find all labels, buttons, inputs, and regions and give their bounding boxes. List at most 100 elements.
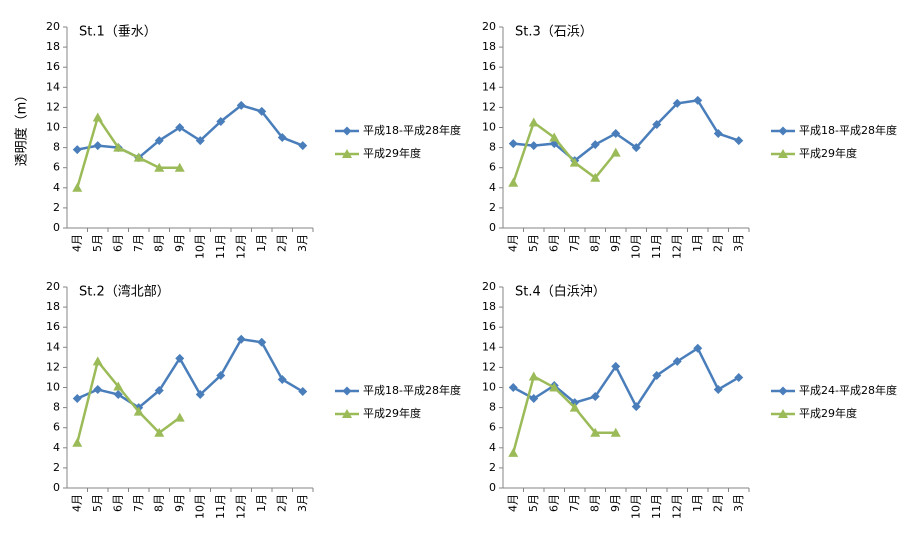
- series-line: [512, 374, 616, 454]
- x-tick-label: 6月: [547, 494, 560, 512]
- diamond-marker: [590, 392, 600, 402]
- x-tick-label: 10月: [193, 494, 206, 519]
- y-tick-label: 4: [489, 441, 496, 454]
- y-tick-label: 16: [46, 60, 60, 73]
- x-tick-label: 7月: [568, 234, 581, 252]
- x-tick-label: 3月: [296, 494, 309, 512]
- y-axis-label: 透明度（m）: [14, 89, 30, 167]
- diamond-marker: [216, 116, 226, 126]
- diamond-marker: [154, 136, 164, 146]
- diamond-marker: [195, 390, 205, 400]
- x-tick-label: 2月: [711, 494, 724, 512]
- triangle-marker: [174, 162, 185, 172]
- y-tick-label: 10: [46, 381, 60, 394]
- diamond-marker: [778, 386, 788, 396]
- diamond-marker: [693, 95, 703, 105]
- y-tick-label: 14: [482, 80, 496, 93]
- diamond-marker: [713, 385, 723, 395]
- x-tick-label: 6月: [547, 234, 560, 252]
- diamond-marker: [216, 370, 226, 380]
- x-tick-label: 11月: [650, 494, 663, 519]
- x-tick-label: 2月: [275, 234, 288, 252]
- series-line: [513, 99, 740, 163]
- y-tick-label: 2: [53, 201, 60, 214]
- y-tick-label: 12: [46, 360, 60, 373]
- x-tick-label: 3月: [732, 234, 745, 252]
- x-tick-label: 3月: [732, 494, 745, 512]
- triangle-marker: [174, 412, 185, 422]
- triangle-marker: [113, 381, 124, 391]
- x-tick-label: 4月: [70, 494, 83, 512]
- diamond-marker: [175, 353, 185, 363]
- y-tick-label: 20: [46, 20, 60, 33]
- chart-title: St.1（垂水）: [79, 25, 157, 40]
- y-tick-label: 16: [46, 320, 60, 333]
- series-line: [76, 337, 304, 410]
- x-tick-label: 4月: [506, 234, 519, 252]
- x-tick-label: 10月: [629, 234, 642, 259]
- diamond-marker: [631, 402, 641, 412]
- diamond-marker: [672, 356, 682, 366]
- x-tick-label: 12月: [234, 234, 247, 259]
- x-tick-label: 7月: [568, 494, 581, 512]
- diamond-marker: [93, 141, 103, 151]
- diamond-marker: [236, 334, 246, 344]
- y-tick-label: 8: [53, 401, 60, 414]
- diamond-marker: [298, 387, 308, 397]
- x-tick-label: 8月: [588, 494, 601, 512]
- diamond-marker: [631, 143, 641, 153]
- x-tick-label: 9月: [609, 234, 622, 252]
- diamond-marker: [734, 372, 744, 382]
- y-tick-label: 4: [53, 441, 60, 454]
- diamond-marker: [175, 123, 185, 132]
- diamond-marker: [72, 394, 82, 404]
- diamond-marker: [342, 386, 352, 396]
- x-tick-label: 6月: [111, 234, 124, 252]
- triangle-marker: [154, 162, 165, 172]
- y-tick-label: 18: [482, 40, 496, 53]
- diamond-marker: [257, 106, 267, 116]
- diamond-marker: [713, 129, 723, 139]
- chart: 0 2 4 6 8 10 12 14 16 18 20 4月 5月 6月 7月 8月 9月 10月 11月 12月 1月…: [46, 280, 461, 519]
- legend-label: 平成29年度: [363, 146, 421, 160]
- y-tick-label: 14: [482, 340, 496, 353]
- triangle-marker: [508, 447, 519, 457]
- diamond-marker: [508, 383, 518, 392]
- legend-label: 平成29年度: [363, 406, 421, 420]
- diamond-marker: [529, 394, 539, 404]
- y-tick-label: 4: [53, 181, 60, 194]
- x-tick-label: 2月: [711, 234, 724, 252]
- x-tick-label: 1月: [255, 494, 268, 512]
- legend-label: 平成29年度: [799, 146, 857, 160]
- y-tick-label: 12: [482, 360, 496, 373]
- triangle-marker: [72, 437, 83, 447]
- y-tick-label: 8: [489, 401, 496, 414]
- diamond-marker: [590, 140, 600, 150]
- diamond-marker: [652, 119, 662, 129]
- y-tick-label: 0: [489, 481, 496, 494]
- x-tick-label: 12月: [670, 494, 683, 519]
- diamond-marker: [257, 337, 267, 347]
- y-tick-label: 2: [53, 461, 60, 474]
- diamond-marker: [611, 129, 621, 139]
- series-line: [77, 104, 304, 160]
- y-tick-label: 0: [489, 221, 496, 234]
- diamond-marker: [277, 374, 287, 384]
- y-tick-label: 14: [46, 340, 60, 353]
- legend-label: 平成18-平成28年度: [363, 123, 461, 137]
- triangle-marker: [92, 112, 103, 122]
- y-tick-label: 20: [482, 280, 496, 293]
- x-tick-label: 6月: [111, 494, 124, 512]
- y-tick-label: 6: [489, 421, 496, 434]
- triangle-marker: [133, 406, 144, 416]
- legend-label: 平成18-平成28年度: [799, 123, 897, 137]
- diamond-marker: [113, 390, 123, 400]
- triangle-marker: [610, 427, 621, 437]
- y-tick-label: 2: [489, 461, 496, 474]
- chart-title: St.2（湾北部）: [79, 284, 170, 300]
- y-tick-label: 12: [46, 100, 60, 113]
- series-line: [76, 114, 180, 189]
- y-tick-label: 6: [489, 161, 496, 174]
- triangle-marker: [610, 147, 621, 157]
